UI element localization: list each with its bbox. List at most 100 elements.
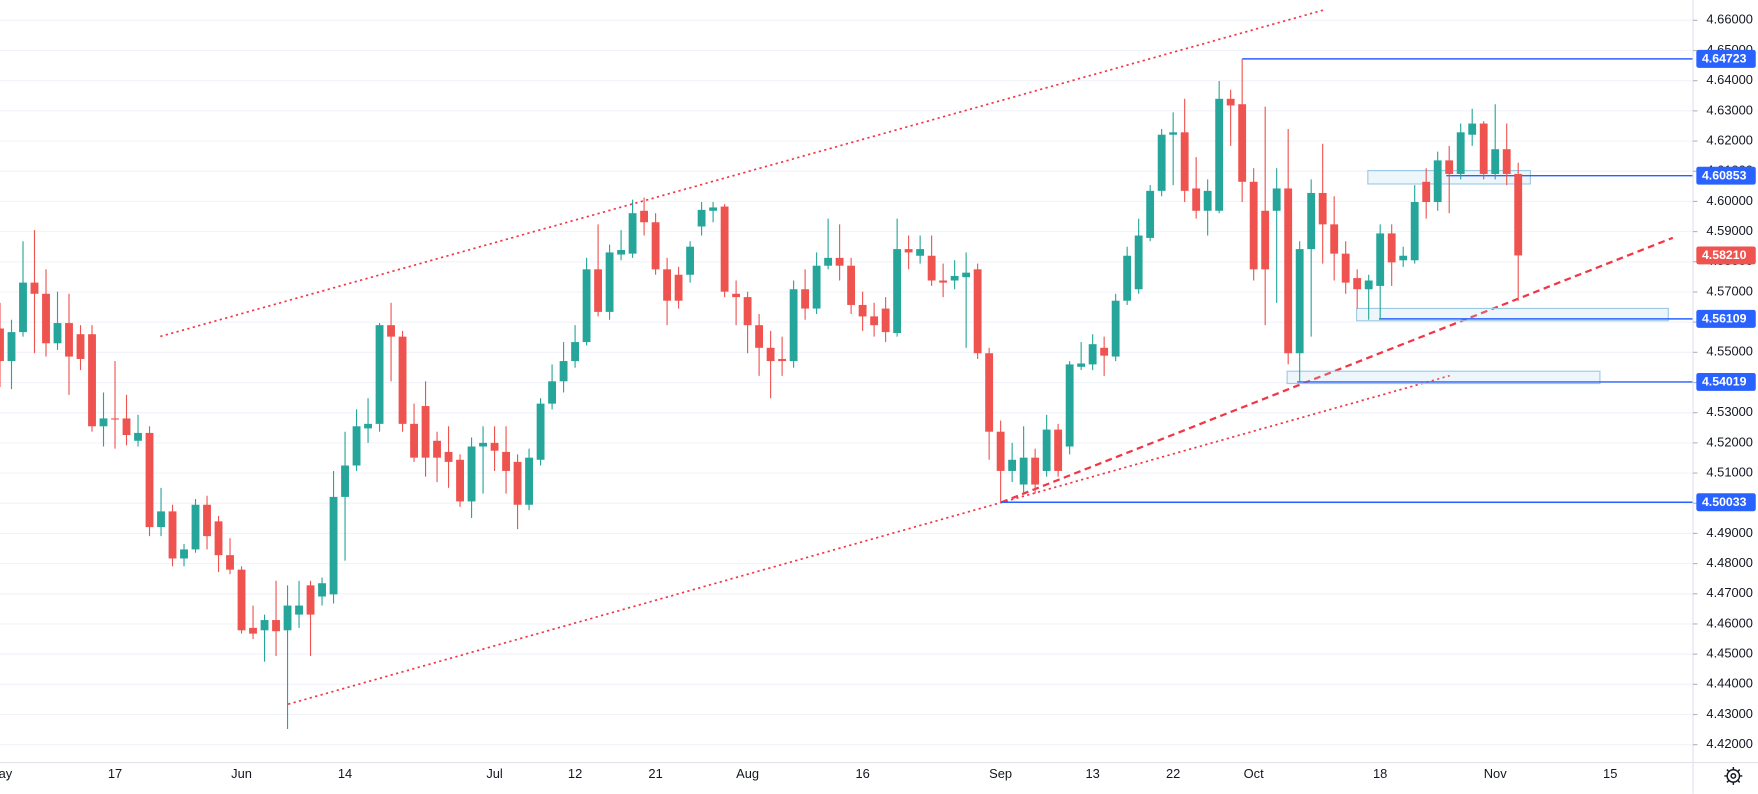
candle-body	[145, 432, 154, 528]
candle-body	[421, 406, 430, 458]
candle-body	[53, 323, 62, 344]
candle-body	[214, 521, 223, 556]
candle-body	[628, 213, 637, 254]
candle-body	[249, 627, 257, 634]
candle-body	[467, 446, 476, 502]
candle-body	[571, 342, 580, 362]
candle-body	[30, 282, 39, 294]
candle-body	[548, 381, 556, 404]
candle-body	[640, 210, 649, 223]
candle-body	[1249, 181, 1258, 270]
y-tick-label: 4.49000	[1706, 525, 1753, 540]
candle-body	[1169, 132, 1178, 135]
price-badge-label: 4.56109	[1702, 312, 1747, 326]
candle-body	[1330, 224, 1339, 254]
candle-body	[272, 620, 280, 632]
candle-body	[398, 336, 407, 424]
y-tick-label: 4.62000	[1706, 132, 1753, 147]
candle-body	[318, 583, 326, 597]
candle-body	[893, 249, 902, 334]
candle-body	[329, 496, 338, 595]
y-tick-label: 4.52000	[1706, 434, 1753, 449]
x-tick-label: 22	[1166, 766, 1180, 781]
candle-body	[1376, 233, 1385, 286]
candle-body	[191, 504, 200, 550]
y-tick-label: 4.51000	[1706, 464, 1753, 479]
candle-body	[502, 451, 510, 471]
candle-body	[697, 209, 706, 227]
y-tick-label: 4.60000	[1706, 193, 1753, 208]
price-badge	[1696, 49, 1756, 68]
candle-body	[295, 605, 303, 615]
candle-body	[203, 504, 211, 537]
candle-body	[1088, 344, 1097, 365]
candle-body	[341, 465, 349, 497]
x-tick-label: Jun	[231, 766, 252, 781]
price-badge	[1696, 493, 1756, 512]
candle-body	[766, 347, 775, 362]
candle-body	[881, 308, 890, 333]
price-badge-label: 4.60853	[1702, 168, 1747, 182]
candle-body	[410, 423, 418, 458]
candle-body	[1261, 210, 1270, 270]
price-badge	[1696, 372, 1756, 391]
candle-body	[1008, 459, 1017, 471]
candle-body	[651, 222, 660, 270]
candle-body	[605, 252, 614, 312]
price-badge-label: 4.50033	[1702, 495, 1747, 509]
y-tick-label: 4.44000	[1706, 676, 1753, 691]
y-tick-label: 4.64000	[1706, 72, 1753, 87]
price-badge-label: 4.54019	[1702, 375, 1747, 389]
y-tick-label: 4.59000	[1706, 223, 1753, 238]
candle-body	[904, 249, 913, 253]
candle-body	[1100, 347, 1109, 356]
y-tick-label: 4.66000	[1706, 12, 1753, 27]
y-tick-label: 4.53000	[1706, 404, 1753, 419]
candle-body	[778, 358, 787, 362]
price-badge-label: 4.58210	[1702, 248, 1747, 262]
candle-body	[0, 328, 4, 362]
candle-body	[168, 511, 177, 559]
candle-body	[1399, 255, 1408, 261]
candle-body	[513, 461, 522, 505]
candle-body	[663, 269, 672, 301]
y-tick-label: 4.43000	[1706, 706, 1753, 721]
candle-body	[985, 353, 994, 432]
x-tick-label: 16	[855, 766, 869, 781]
levels	[1001, 58, 1693, 503]
drawings	[160, 9, 1674, 706]
candle-body	[1341, 253, 1350, 283]
candle-body	[88, 334, 96, 427]
candle-body	[582, 269, 591, 343]
candle-body	[1422, 181, 1431, 203]
candle-body	[1123, 255, 1132, 301]
candle-body	[1479, 123, 1488, 174]
candle-body	[973, 269, 982, 354]
candle-body	[306, 585, 315, 615]
candle-body	[1456, 132, 1465, 174]
candle-body	[755, 325, 764, 348]
candle-body	[490, 442, 499, 451]
candle-body	[1019, 457, 1028, 485]
candle-body	[444, 451, 453, 462]
candle-body	[962, 272, 971, 278]
y-tick-label: 4.47000	[1706, 585, 1753, 600]
candle-body	[594, 269, 603, 312]
settings-icon[interactable]	[1724, 766, 1743, 785]
candle-body	[42, 293, 50, 344]
candle-body	[352, 426, 361, 466]
price-badge	[1696, 246, 1756, 265]
candle-body	[99, 418, 108, 427]
candle-body	[835, 257, 844, 266]
candle-body	[743, 297, 752, 326]
candle-body	[801, 289, 810, 309]
candle-body	[65, 323, 73, 357]
price-badge-label: 4.64723	[1702, 52, 1747, 66]
candle-body	[1387, 233, 1396, 263]
x-tick-label: Oct	[1244, 766, 1264, 781]
candle-body	[789, 289, 798, 362]
candle-body	[916, 249, 925, 256]
candle-body	[870, 316, 879, 326]
candle-body	[1238, 104, 1247, 182]
